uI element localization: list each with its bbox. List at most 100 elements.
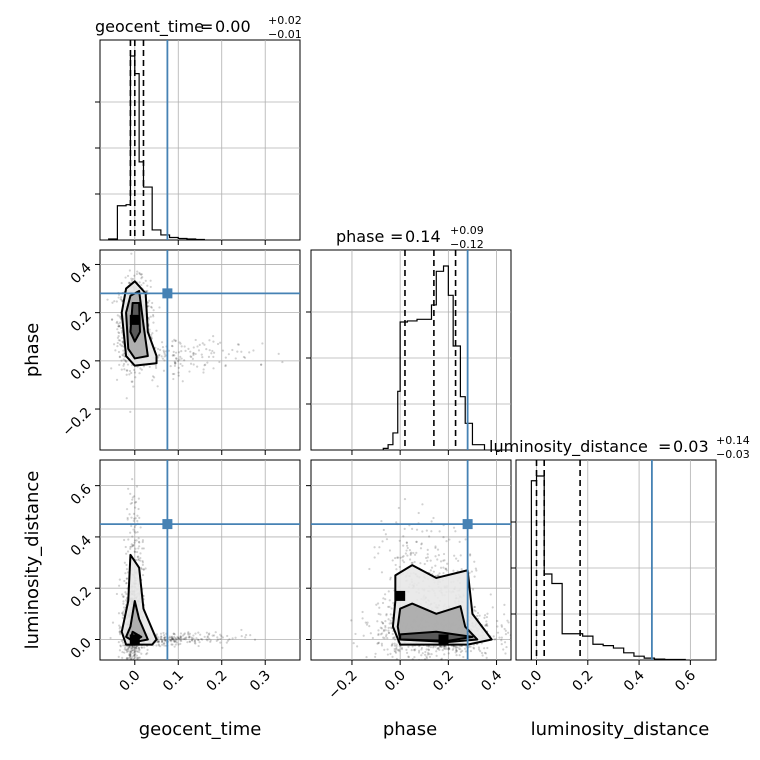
sample-point [391,559,394,562]
sample-point [139,667,141,669]
sample-point [134,665,136,667]
sample-point [115,300,118,303]
sample-point [396,556,400,559]
sample-point [427,648,430,651]
sample-point [388,622,391,625]
sample-point [162,349,165,352]
sample-point [125,662,127,664]
panel-frame [515,459,717,661]
sample-point [414,648,417,651]
sample-point [365,623,369,626]
sample-point [179,635,182,638]
sample-point [151,301,154,305]
sample-point [199,633,202,636]
sample-point [122,352,125,355]
sample-point [420,654,423,657]
sample-point [496,625,499,628]
sample-point [395,648,398,651]
sample-point [392,636,395,639]
sample-point [437,574,440,577]
sample-point [172,353,175,357]
sample-point [389,613,392,616]
sample-point [415,551,418,554]
sample-point [393,642,396,645]
sample-point [503,641,507,644]
sample-point [203,635,206,638]
sample-point [174,339,177,342]
sample-point [227,353,230,356]
sample-point [168,635,171,638]
sample-point [134,376,137,379]
sample-point [192,634,195,637]
sample-point [167,349,170,352]
sample-point [424,650,427,654]
sample-point [122,595,125,598]
sample-point [149,315,152,318]
sample-point [172,350,175,353]
sample-point [474,567,477,570]
sample-point [485,622,488,626]
sample-point [138,281,141,284]
sample-point [174,362,177,365]
sample-point [171,638,174,641]
sample-point [483,647,486,650]
sample-point [463,647,467,650]
sample-point [236,350,239,353]
sample-point [135,485,139,488]
panel-frame [310,249,512,451]
sample-point [142,661,144,663]
sample-point [219,633,222,636]
sample-point [179,635,182,638]
sample-point [111,301,114,304]
sample-point [260,363,263,366]
sample-point [403,497,407,501]
sample-point [117,331,120,334]
sample-point [209,639,212,642]
sample-point [277,352,280,355]
sample-point [162,631,165,635]
sample-point [140,368,143,371]
sample-point [249,634,252,637]
sample-point [130,646,133,650]
sample-point [503,627,506,631]
sample-point [507,621,510,624]
sample-point [420,648,423,651]
sample-point [210,352,213,355]
sample-point [120,296,123,299]
sample-point [164,635,167,639]
sample-point [445,569,448,572]
sample-point [219,637,222,640]
sample-point [135,272,139,276]
sample-point [442,552,446,556]
sample-point [183,345,186,348]
sample-point [128,652,131,655]
sample-point [140,646,143,649]
sample-point [392,661,394,663]
x-tick-label: 0.4 [621,667,648,694]
sample-point [234,357,237,360]
sample-point [167,636,171,640]
sample-point [194,352,197,356]
sample-point [458,647,461,650]
sample-point [211,634,214,637]
sample-point [368,625,371,628]
sample-point [179,642,182,645]
sample-point [151,332,154,335]
sample-point [130,657,134,660]
sample-point [407,655,410,659]
sample-point [163,351,166,354]
sample-point [144,567,147,570]
panel-frame [99,39,301,241]
sample-point [375,603,378,606]
sample-point [157,643,160,646]
sample-point [125,552,128,555]
title-minus: −0.03 [716,448,750,461]
sample-point [397,648,401,651]
sample-point [458,654,461,657]
sample-point [398,539,401,542]
sample-point [473,605,476,608]
sample-point [473,609,476,612]
sample-point [381,622,385,625]
sample-point [373,556,376,559]
